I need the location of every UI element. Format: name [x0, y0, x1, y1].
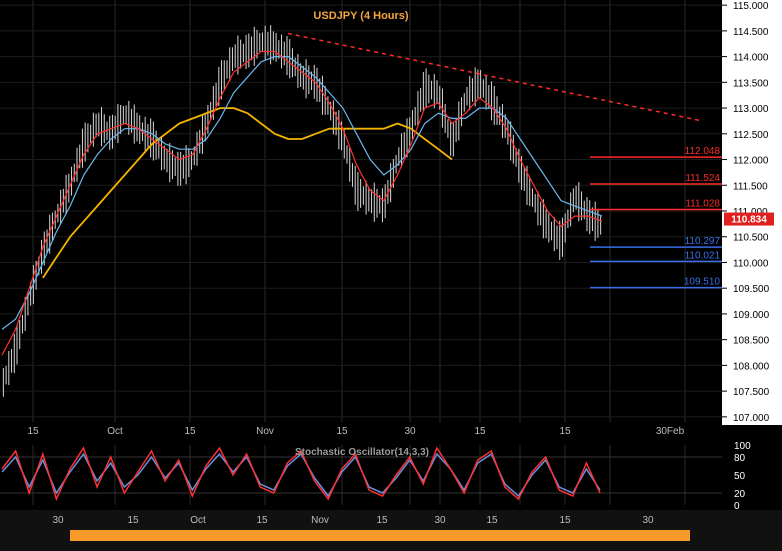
level-label: 112.048 — [685, 146, 721, 157]
level-lines: 112.048 111.524 111.028 110.297 110.021 109.5… — [590, 146, 774, 289]
lower-axis-background — [0, 510, 782, 530]
lower-x-tick-label: 15 — [376, 515, 388, 526]
oscillator-axis-panel — [722, 440, 782, 510]
price-tick-label: 113.500 — [733, 78, 769, 89]
grid — [0, 0, 722, 422]
lower-x-tick-label: 15 — [486, 515, 498, 526]
level-label: 110.021 — [685, 250, 721, 261]
x-tick-label: 15 — [474, 426, 486, 437]
price-tick-label: 115.000 — [733, 1, 769, 12]
price-tick-label: 114.500 — [733, 27, 769, 38]
trendline — [287, 32, 703, 122]
lower-x-tick-label: 15 — [559, 515, 571, 526]
lower-x-tick-label: 30 — [52, 515, 64, 526]
scrollbar — [0, 530, 782, 551]
x-axis-lower: 30 15 Oct 15 Nov 15 30 15 15 30 — [0, 510, 782, 530]
price-axis-panel: 115.000 114.500 114.000 113.500 113.000 112.5… — [722, 0, 782, 425]
price-tick-label: 111.000 — [733, 207, 768, 218]
lower-x-tick-label: 30 — [434, 515, 446, 526]
oscillator-title: Stochastic Oscillator(14,3,3) — [295, 447, 429, 458]
price-tick-label: 107.500 — [733, 387, 770, 398]
oscillator-tick-label: 80 — [734, 453, 746, 464]
scrollbar-thumb[interactable] — [70, 530, 690, 541]
x-tick-label: 15 — [27, 426, 39, 437]
price-tick-label: 109.500 — [733, 284, 770, 295]
lower-x-tick-label: Oct — [190, 515, 206, 526]
price-tick-label: 110.500 — [733, 233, 769, 244]
price-tick-label: 108.000 — [733, 361, 770, 372]
price-tick-label: 111.500 — [733, 181, 768, 192]
ma-long-line — [42, 107, 453, 279]
oscillator-tick-label: 0 — [734, 501, 740, 512]
oscillator-k-line — [1, 446, 601, 502]
ma-slow-line — [1, 55, 603, 330]
current-price-badge — [724, 212, 774, 226]
price-lines — [1, 25, 703, 397]
chart-title: USDJPY (4 Hours) — [313, 10, 408, 22]
level-label: 111.028 — [685, 199, 720, 210]
oscillator-tick-label: 50 — [734, 471, 746, 482]
ma-fast-line — [1, 50, 603, 356]
level-label: 110.297 — [685, 236, 721, 247]
lower-x-tick-label: 30 — [642, 515, 654, 526]
lower-x-tick-label: 15 — [127, 515, 139, 526]
price-tick-label: 107.000 — [733, 413, 770, 424]
price-tick-label: 110.000 — [733, 258, 769, 269]
oscillator-tick-label: 100 — [734, 441, 751, 452]
x-tick-label: 30 — [404, 426, 416, 437]
price-tick-label: 113.000 — [733, 104, 769, 115]
price-axis-background — [722, 0, 782, 425]
x-tick-label: Nov — [256, 426, 274, 437]
price-tick-label: 112.500 — [733, 130, 769, 141]
price-tick-label: 112.000 — [733, 156, 769, 167]
x-tick-label: 30Feb — [656, 426, 685, 437]
lower-x-tick-label: Nov — [311, 515, 329, 526]
level-label: 111.524 — [685, 173, 720, 184]
x-tick-label: 15 — [184, 426, 196, 437]
price-tick-label: 109.000 — [733, 310, 770, 321]
price-tick-label: 114.000 — [733, 53, 769, 64]
x-axis-main: 15 Oct 15 Nov 15 30 15 15 30Feb — [27, 426, 684, 437]
level-label: 109.510 — [684, 277, 721, 288]
oscillator-tick-label: 20 — [734, 489, 746, 500]
x-tick-label: 15 — [559, 426, 571, 437]
x-tick-label: 15 — [336, 426, 348, 437]
current-price-label: 110.834 — [731, 215, 767, 226]
lower-x-tick-label: 15 — [256, 515, 268, 526]
price-tick-label: 108.500 — [733, 336, 770, 347]
x-tick-label: Oct — [107, 426, 123, 437]
